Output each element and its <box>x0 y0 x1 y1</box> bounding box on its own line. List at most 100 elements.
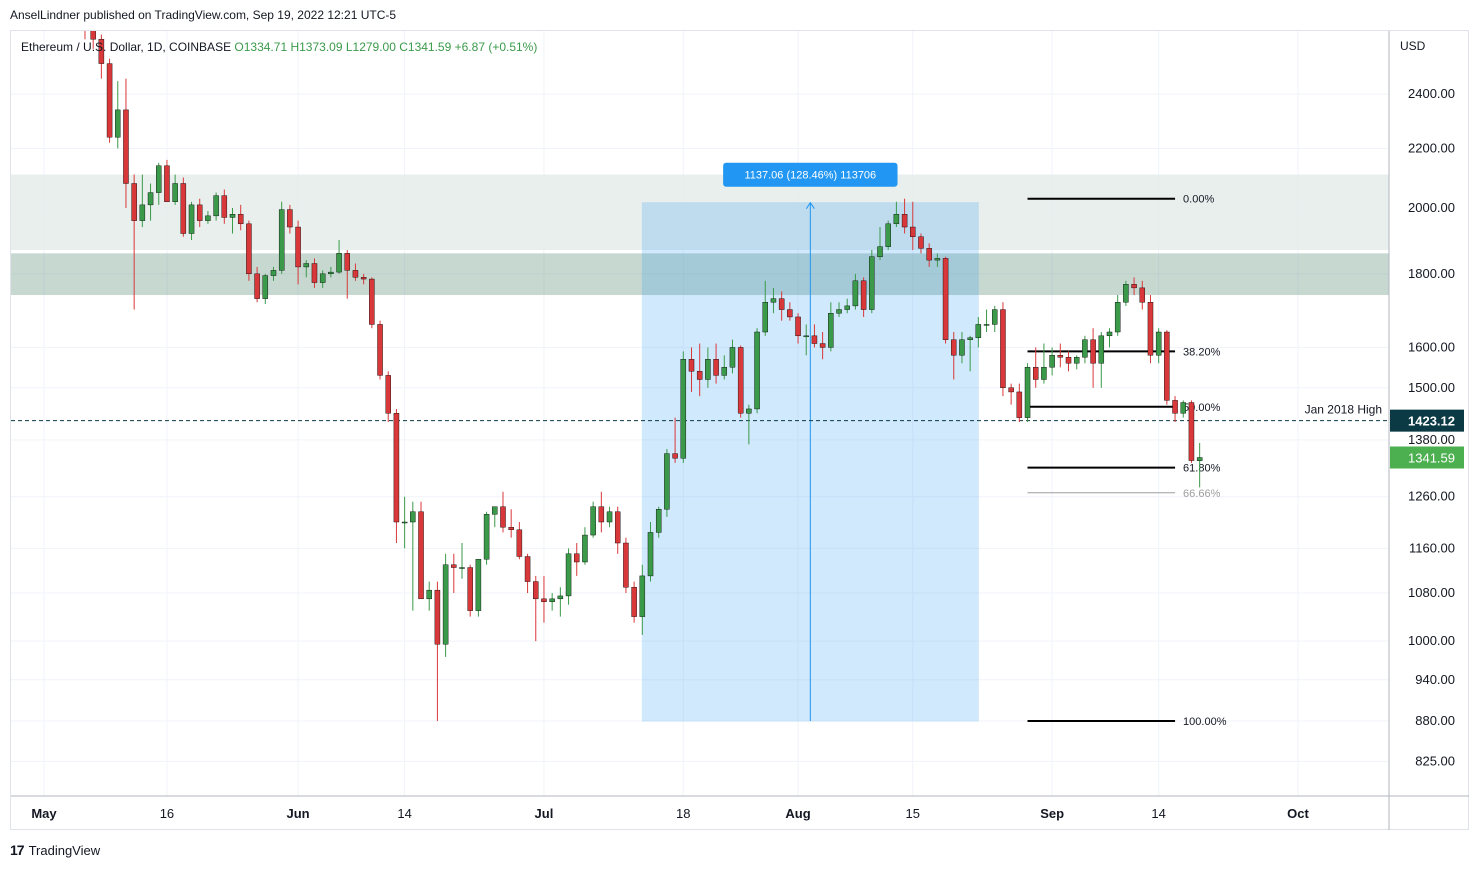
candle-body <box>401 521 408 524</box>
price-tick-label: 1800.00 <box>1408 266 1455 281</box>
candle-body <box>98 39 105 64</box>
last-price-badge-text: 1341.59 <box>1408 451 1455 466</box>
candle-body <box>303 263 310 268</box>
price-tick-label: 1000.00 <box>1408 633 1455 648</box>
price-tick-label: 1160.00 <box>1409 540 1455 555</box>
candle-body <box>942 258 949 340</box>
candle-body <box>1000 309 1006 388</box>
candle-body <box>770 298 777 303</box>
candle-body <box>270 270 277 276</box>
fib-level-label: 66.66% <box>1183 488 1221 500</box>
candle-body <box>295 226 301 268</box>
time-tick-label: Oct <box>1287 806 1309 821</box>
candle-body <box>74 0 79 9</box>
candle-body <box>1114 302 1121 333</box>
candle-body <box>828 313 834 348</box>
candle-body <box>115 109 121 138</box>
tradingview-logo-icon: 17 <box>10 842 25 858</box>
candle-body <box>156 165 162 193</box>
candle-body <box>467 567 473 611</box>
candle-body <box>1073 357 1080 364</box>
candle-body <box>1041 367 1047 380</box>
candle-body <box>1008 387 1014 393</box>
candle-body <box>1188 402 1195 461</box>
candle-body <box>1082 339 1088 358</box>
candle-body <box>844 305 850 310</box>
candle-body <box>483 514 490 560</box>
candle-body <box>213 195 219 217</box>
candle-body <box>1139 287 1146 303</box>
time-tick-label: Sep <box>1040 806 1064 821</box>
symbol-ohlc-legend: Ethereum / U.S. Dollar, 1D, COINBASE O13… <box>21 40 537 54</box>
candle-body <box>1155 331 1162 356</box>
fib-level-label: 61.80% <box>1183 463 1221 475</box>
candle-body <box>918 236 924 249</box>
candle-body <box>787 309 793 318</box>
candle-body <box>328 271 334 275</box>
candle-body <box>336 253 342 273</box>
legend-value: Ethereum / U.S. Dollar, 1D, COINBASE <box>21 40 234 54</box>
candle-body <box>541 598 547 602</box>
time-tick-label: May <box>31 806 57 821</box>
candle-body <box>508 526 514 531</box>
candle-body <box>590 506 596 536</box>
candle-body <box>951 339 957 356</box>
candle-body <box>205 215 211 221</box>
candle-body <box>1032 367 1039 380</box>
candle-body <box>647 532 654 577</box>
price-tick-label: 1080.00 <box>1408 585 1455 600</box>
candle-body <box>614 511 621 544</box>
candle-body <box>360 277 367 280</box>
candle-body <box>393 413 400 523</box>
fib-level-label: 100.00% <box>1183 716 1227 728</box>
time-tick-label: 14 <box>397 806 411 821</box>
candle-body <box>893 214 900 225</box>
candlestick-chart[interactable]: 0.00% 38.20% 50.00% 61.80% 66.66% 100.00% Jan … <box>0 0 1479 840</box>
level-price-badge-text: 1423.12 <box>1408 414 1455 429</box>
candle-body <box>967 337 973 340</box>
fib-level-label: 50.00% <box>1183 402 1221 414</box>
candle-body <box>1180 402 1186 414</box>
candle-body <box>319 273 326 283</box>
candle-body <box>836 309 842 314</box>
resistance-zone-lower <box>11 253 1389 296</box>
candle-body <box>180 183 187 234</box>
price-tick-label: 2200.00 <box>1408 140 1455 155</box>
candle-body <box>721 367 728 376</box>
candle-body <box>762 302 768 333</box>
time-tick-label: 16 <box>160 806 174 821</box>
candle-body <box>106 63 113 138</box>
candle-body <box>860 280 867 310</box>
candle-body <box>82 9 87 25</box>
candle-body <box>1172 400 1178 414</box>
candle-body <box>869 256 875 310</box>
candle-body <box>975 324 982 338</box>
candle-body <box>254 273 260 299</box>
time-tick-label: Jun <box>287 806 310 821</box>
candle-body <box>729 347 736 368</box>
candle-body <box>1106 331 1113 337</box>
candle-body <box>311 263 318 283</box>
publisher-header: AnselLindner published on TradingView.co… <box>10 8 397 22</box>
footer-branding[interactable]: 17 TradingView <box>10 842 100 858</box>
candle-body <box>1196 457 1203 461</box>
legend-value: C1341.59 <box>399 40 454 54</box>
candle-body <box>1016 391 1023 418</box>
candle-body <box>1065 357 1072 364</box>
candle-body <box>713 359 719 376</box>
footer-brand-label: TradingView <box>28 842 101 858</box>
time-tick-label: 18 <box>676 806 690 821</box>
time-tick-label: Aug <box>785 806 810 821</box>
candle-body <box>188 204 195 234</box>
candle-body <box>705 359 711 380</box>
candle-body <box>1090 339 1096 364</box>
candle-body <box>410 511 416 523</box>
level-price-badge <box>1390 409 1464 432</box>
candle-body <box>910 226 916 237</box>
legend-value: H1373.09 <box>290 40 345 54</box>
candle-body <box>811 335 818 344</box>
fib-level-label: 0.00% <box>1183 194 1214 206</box>
legend-value: +6.87 (+0.51%) <box>455 40 538 54</box>
candle-body <box>574 553 580 563</box>
candle-body <box>229 214 236 218</box>
